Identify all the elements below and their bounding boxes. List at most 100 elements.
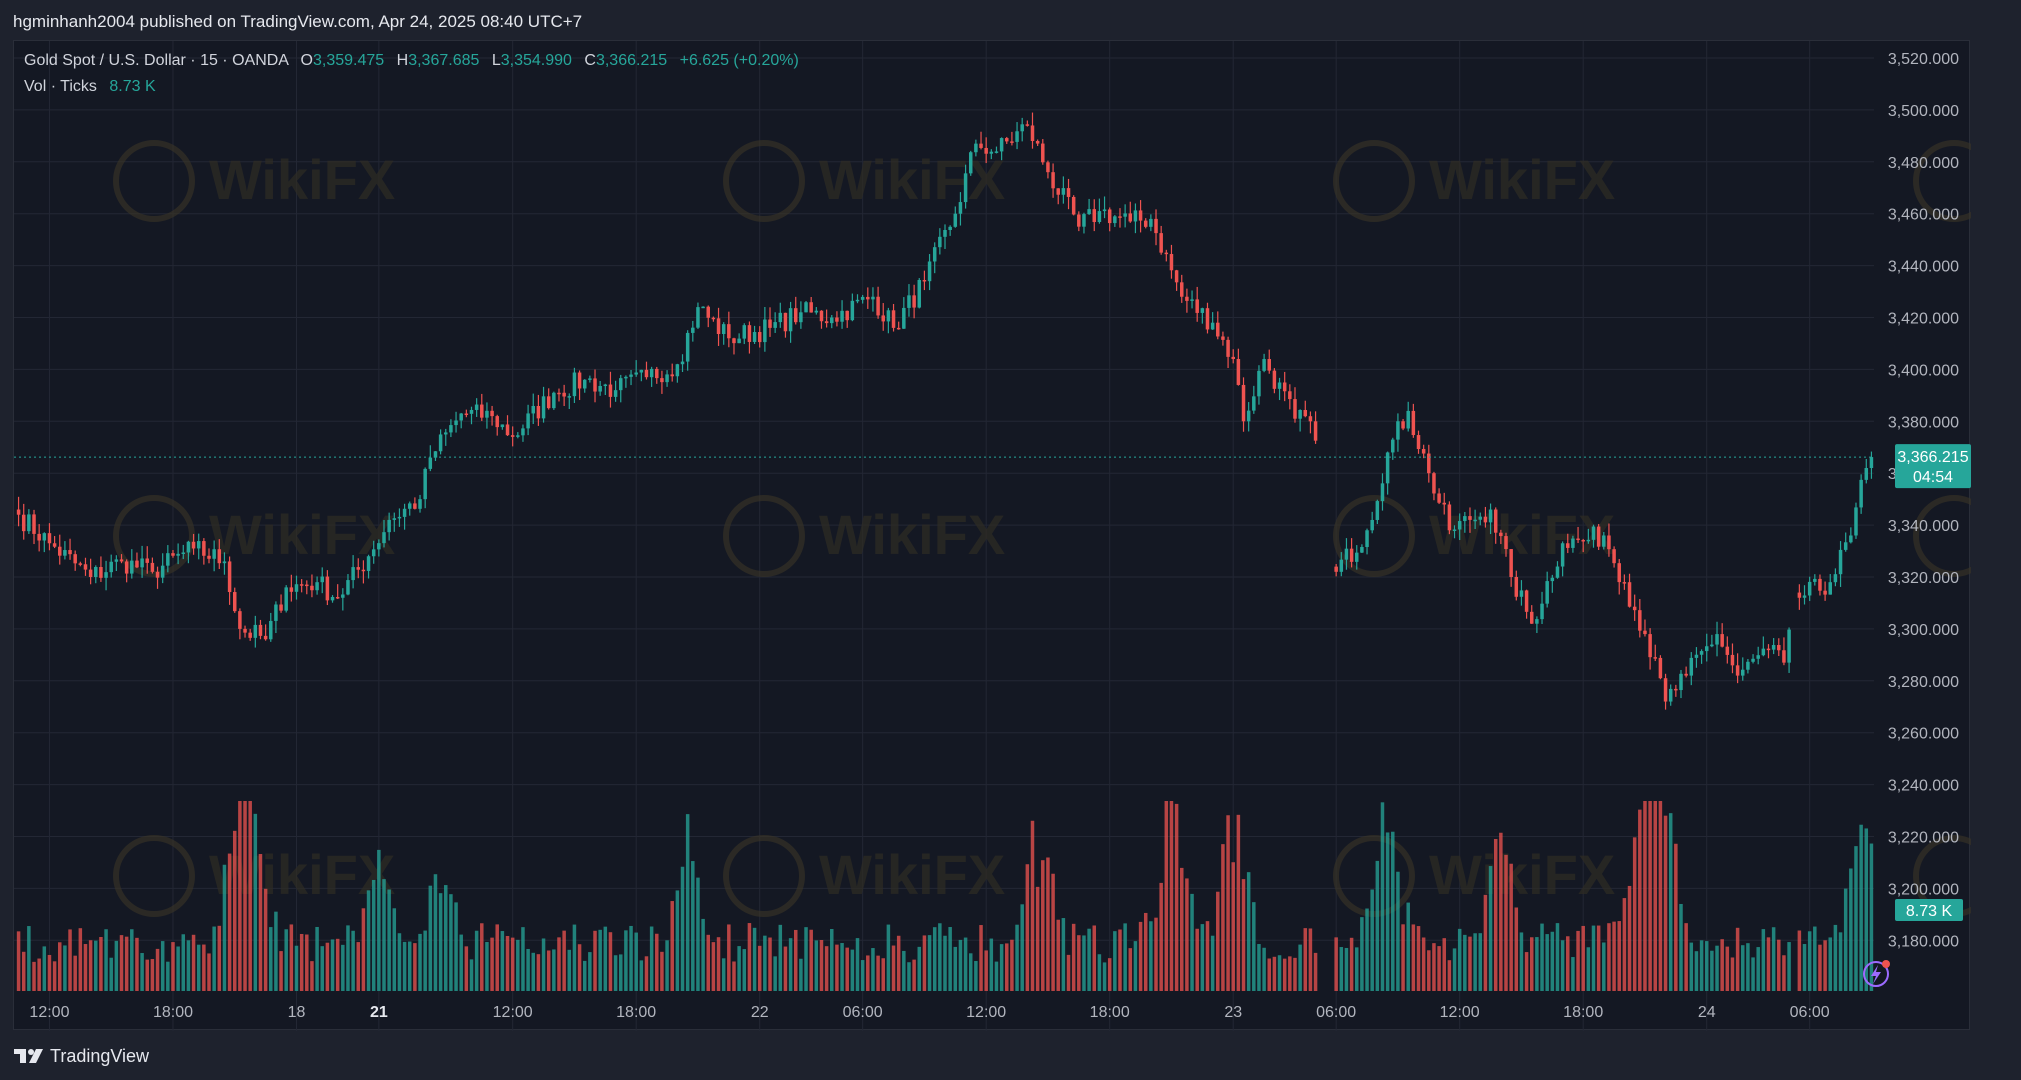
candle-body [279,604,283,611]
volume-bar [1663,815,1668,991]
candle-body [1257,370,1261,397]
candle-body [1849,535,1853,543]
volume-bar [1715,945,1719,991]
volume-bar [1648,801,1652,991]
volume-bar [788,938,793,991]
time-tick-label: 06:00 [1316,1004,1356,1021]
candle-body [181,552,186,554]
volume-bar [1185,878,1189,991]
volume-bar [94,940,98,991]
volume-bar [1041,860,1045,991]
volume-bar [155,948,160,991]
volume-bar [1787,942,1791,991]
candle-body [1174,270,1179,283]
volume-bar [191,934,196,991]
volume-bar [27,926,31,991]
candle-body [1061,188,1066,195]
candle-body [274,604,278,621]
candle-body [1020,124,1024,132]
volume-bar [1699,940,1704,991]
candle-body [1571,538,1575,548]
volume-bar [1493,838,1498,991]
candle-body [1180,282,1184,297]
volume-bar [32,961,36,991]
volume-bar [912,959,916,991]
volume-bar [1869,843,1874,991]
volume-bar [1133,941,1138,991]
candle-body [1077,214,1081,227]
candle-body [377,543,381,550]
candle-body [217,549,222,564]
volume-bar [500,931,505,991]
candle-body [413,503,417,509]
candle-body [598,385,602,392]
volume-bar [644,956,649,991]
volume-bar [99,937,103,991]
chart-panel[interactable]: WikiFX WikiFX WikiFX WikiFX WikiFX WikiFX Wiki… [13,40,1971,1031]
volume-bar [598,929,602,991]
volume-bar [958,939,963,991]
volume-bar [1035,886,1040,991]
candle-body [1138,210,1143,221]
volume-label[interactable]: Vol · Ticks [24,78,97,95]
symbol-name[interactable]: Gold Spot / U.S. Dollar · 15 · OANDA [24,52,289,69]
candle-body [1066,188,1071,197]
volume-bar [505,935,510,991]
watermark-logo [113,835,195,917]
candle-body [773,322,777,328]
candle-body [1746,661,1750,670]
candle-body [114,559,119,562]
volume-bar [1859,824,1863,991]
volume-bar [1391,831,1395,991]
volume-bar [407,941,412,991]
volume-bar [902,950,906,991]
price-chart[interactable]: WikiFX WikiFX WikiFX WikiFX WikiFX WikiFX Wiki… [14,41,1971,1031]
candle-body [1813,578,1817,582]
candle-body [145,558,149,563]
candle-body [1802,595,1807,598]
volume-bar [1375,860,1380,991]
candle-body [68,550,72,555]
candle-body [444,432,448,435]
candle-body [804,302,808,313]
candle-body [99,567,103,578]
candle-body [1632,606,1637,611]
candle-body [1416,435,1421,450]
candle-body [1437,493,1441,503]
volume-bar [670,901,674,991]
candle-body [1555,566,1560,578]
change-value: +6.625 (+0.20%) [679,52,799,69]
candle-body [1715,634,1719,645]
candle-body [402,508,407,517]
volume-bar [742,949,747,991]
volume-bar [629,925,633,991]
tradingview-logo[interactable]: TradingView [14,1046,149,1067]
candle-body [1169,254,1174,271]
candle-body [922,280,927,282]
volume-bar [1777,939,1781,991]
candle-body [1838,549,1843,575]
volume-bar [1452,948,1457,991]
candle-body [73,554,77,564]
volume-bar [1282,958,1287,991]
candle-body [449,425,453,433]
volume-bar [830,929,834,991]
volume-bar [603,926,608,991]
candle-body [27,514,31,532]
candle-body [721,324,726,334]
volume-bar [238,801,242,991]
volume-bar [706,934,710,991]
volume-bar [269,927,273,991]
volume-bar [778,924,783,991]
price-tick-label: 3,440.000 [1888,259,1959,276]
candle-body [1452,529,1457,532]
volume-bar [243,801,247,991]
candle-body [1288,391,1292,400]
volume-bar [773,956,777,991]
volume-bar [541,938,546,991]
candle-body [341,594,345,598]
volume-bar [675,890,680,991]
candle-body [104,572,108,578]
candle-body [222,561,227,564]
candle-body [531,405,536,414]
